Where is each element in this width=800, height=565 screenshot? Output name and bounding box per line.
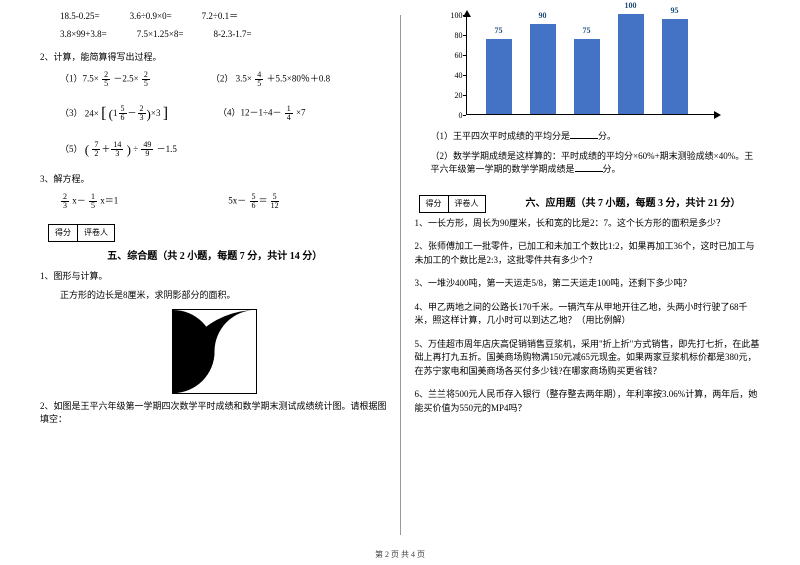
y-tick bbox=[463, 95, 466, 96]
bar-value-label: 100 bbox=[618, 0, 644, 12]
page-footer: 第 2 页 共 4 页 bbox=[0, 549, 800, 561]
fraction: 23 bbox=[138, 105, 146, 122]
fraction: 45 bbox=[255, 71, 263, 88]
grader-label: 评卷人 bbox=[449, 196, 485, 212]
score-label: 得分 bbox=[49, 225, 78, 241]
bar-value-label: 75 bbox=[486, 25, 512, 37]
bar-value-label: 75 bbox=[574, 25, 600, 37]
left-column: 18.5-0.25= 3.6÷0.9×0= 7.2÷0.1＝ 3.8×99+3.… bbox=[30, 10, 400, 540]
app-q6: 6、兰兰将500元人民币存入银行（整存整去两年期），年利率按3.06%计算，两年… bbox=[411, 388, 761, 415]
app-q2: 2、张师傅加工一批零件，已加工和未加工个数比1:2，如果再加工36个，这时已加工… bbox=[411, 240, 761, 267]
blank bbox=[570, 130, 598, 139]
score-box: 得分 评卷人 bbox=[419, 195, 486, 213]
app-q4: 4、甲乙两地之间的公路长170千米。一辆汽车从甲地开往乙地，头两小时行驶了68千… bbox=[411, 301, 761, 328]
y-tick bbox=[463, 115, 466, 116]
x-axis bbox=[466, 114, 716, 115]
problem-3: （3） 24× [ (156－23)×3 ] bbox=[60, 102, 168, 126]
calc-title: 2、计算，能简算得写出过程。 bbox=[40, 51, 390, 65]
bar-chart: 020406080100 75907510095 bbox=[441, 10, 721, 130]
section-5-title: 五、综合题（共 2 小题，每题 7 分，共计 14 分） bbox=[40, 249, 390, 264]
y-tick bbox=[463, 55, 466, 56]
y-tick-label: 40 bbox=[443, 70, 463, 82]
problem-4: （4）12－1÷4－ 14 ×7 bbox=[218, 105, 306, 122]
bar-value-label: 90 bbox=[530, 10, 556, 22]
score-box: 得分 评卷人 bbox=[48, 224, 115, 242]
arith-item: 3.8×99+3.8= bbox=[60, 28, 107, 42]
fraction: 25 bbox=[102, 71, 110, 88]
fraction: 14 bbox=[285, 105, 293, 122]
x-axis-arrow bbox=[714, 111, 721, 119]
y-tick bbox=[463, 35, 466, 36]
sec6-header: 得分 评卷人 六、应用题（共 7 小题，每题 3 分，共计 21 分） bbox=[411, 187, 761, 217]
y-tick-label: 60 bbox=[443, 50, 463, 62]
problem-row-3-4: （3） 24× [ (156－23)×3 ] （4）12－1÷4－ 14 ×7 bbox=[40, 102, 390, 126]
fraction: 56 bbox=[250, 193, 258, 210]
fraction: 499 bbox=[141, 141, 153, 158]
app-q5: 5、万佳超市周年店庆高促销销售豆浆机，采用"折上折"方式销售，即先打七折，在此基… bbox=[411, 338, 761, 379]
y-tick bbox=[463, 15, 466, 16]
y-tick bbox=[463, 75, 466, 76]
arith-row-2: 3.8×99+3.8= 7.5×1.25×8= 8-2.3-1.7= bbox=[40, 28, 390, 42]
arith-row-1: 18.5-0.25= 3.6÷0.9×0= 7.2÷0.1＝ bbox=[40, 10, 390, 24]
q5-1: 1、图形与计算。 bbox=[40, 270, 390, 284]
fraction: 143 bbox=[111, 141, 123, 158]
shape-svg bbox=[173, 310, 256, 393]
chart-bar bbox=[574, 39, 600, 114]
grader-label: 评卷人 bbox=[78, 225, 114, 241]
app-q1: 1、一长方形，周长为90厘米，长和宽的比是2：7。这个长方形的面积是多少？ bbox=[411, 217, 761, 231]
q5-2: 2、如图是王平六年级第一学期四次数学平时成绩和数学期末测试成绩统计图。请根据图填… bbox=[40, 400, 390, 427]
fraction: 15 bbox=[89, 193, 97, 210]
fraction: 512 bbox=[269, 193, 281, 210]
fraction: 25 bbox=[142, 71, 150, 88]
problem-row-1-2: （1）7.5× 25 －2.5× 25 （2） 3.5× 45 ＋5.5×80％… bbox=[40, 71, 390, 88]
y-tick-label: 100 bbox=[443, 10, 463, 22]
chart-bar bbox=[486, 39, 512, 114]
fraction: 72 bbox=[92, 141, 100, 158]
bar-value-label: 95 bbox=[662, 5, 688, 17]
section-6-title: 六、应用题（共 7 小题，每题 3 分，共计 21 分） bbox=[526, 196, 741, 211]
arith-item: 7.5×1.25×8= bbox=[137, 28, 184, 42]
arith-item: 7.2÷0.1＝ bbox=[202, 10, 238, 24]
chart-q2: （2）数学学期成绩是这样算的：平时成绩的平均分×60%+期末测验成绩×40%。王… bbox=[411, 150, 761, 177]
fraction: 56 bbox=[119, 105, 127, 122]
y-tick-label: 20 bbox=[443, 90, 463, 102]
equation-1: 23 x－ 15 x＝1 bbox=[60, 193, 118, 210]
page-container: 18.5-0.25= 3.6÷0.9×0= 7.2÷0.1＝ 3.8×99+3.… bbox=[0, 0, 800, 540]
chart-bar bbox=[662, 19, 688, 114]
y-tick-label: 80 bbox=[443, 30, 463, 42]
shape-figure bbox=[172, 309, 257, 394]
problem-2: （2） 3.5× 45 ＋5.5×80％＋0.8 bbox=[211, 71, 330, 88]
chart-bar bbox=[618, 14, 644, 114]
y-tick-label: 0 bbox=[443, 110, 463, 122]
fraction: 23 bbox=[61, 193, 69, 210]
right-column: 020406080100 75907510095 （1）王平四次平时成绩的平均分… bbox=[401, 10, 771, 540]
app-q3: 3、一堆沙400吨，第一天运走5/8，第二天运走100吨，还剩下多少吨？ bbox=[411, 277, 761, 291]
arith-item: 18.5-0.25= bbox=[60, 10, 100, 24]
blank bbox=[575, 163, 603, 172]
arith-item: 3.6÷0.9×0= bbox=[130, 10, 172, 24]
arith-item: 8-2.3-1.7= bbox=[213, 28, 251, 42]
problem-1: （1）7.5× 25 －2.5× 25 bbox=[60, 71, 151, 88]
eq-title: 3、解方程。 bbox=[40, 173, 390, 187]
problem-5: （5） ( 72＋143 ) ÷ 499 －1.5 bbox=[40, 140, 390, 160]
score-label: 得分 bbox=[420, 196, 449, 212]
equation-2: 5x－ 56＝512 bbox=[228, 193, 281, 210]
y-axis bbox=[466, 15, 467, 115]
chart-bar bbox=[530, 24, 556, 114]
q5-1-sub: 正方形的边长是8厘米，求阴影部分的面积。 bbox=[40, 289, 390, 303]
equation-row: 23 x－ 15 x＝1 5x－ 56＝512 bbox=[40, 193, 390, 210]
chart-q1: （1）王平四次平时成绩的平均分是分。 bbox=[411, 130, 761, 144]
